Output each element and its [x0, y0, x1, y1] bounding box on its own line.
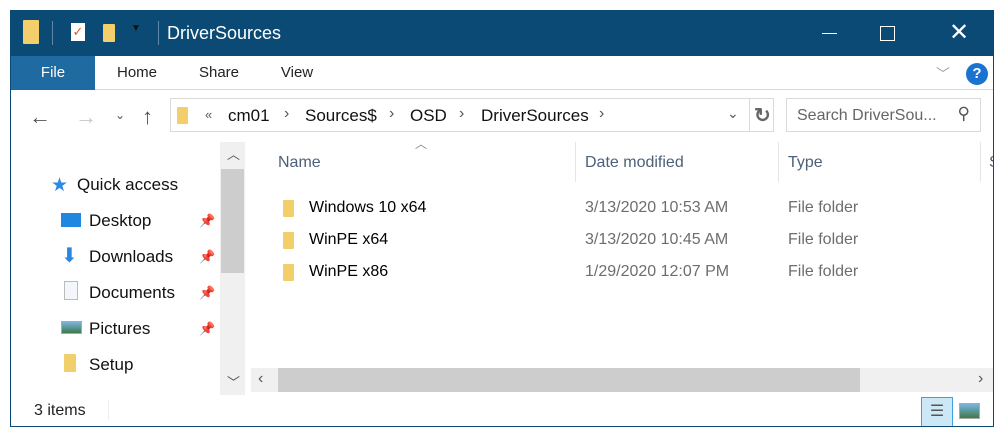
horizontal-scrollbar[interactable]: ‹ ›: [251, 368, 993, 392]
documents-icon: [64, 281, 78, 300]
sort-ascending-icon: ︿: [415, 137, 428, 151]
folder-icon: [177, 107, 188, 124]
file-date: 1/29/2020 12:07 PM: [585, 263, 730, 280]
item-count: 3 items: [34, 402, 86, 419]
folder-icon: [283, 232, 294, 249]
pin-icon[interactable]: 📌: [199, 249, 216, 264]
forward-button[interactable]: →: [75, 104, 97, 129]
file-name: WinPE x86: [309, 263, 389, 280]
title-bar: ✓ ▼ DriverSources ✕: [11, 11, 993, 56]
chevron-right-icon[interactable]: ›: [284, 105, 290, 122]
file-date: 3/13/2020 10:53 AM: [585, 199, 729, 216]
nav-desktop[interactable]: Desktop: [89, 211, 152, 230]
scroll-up-icon[interactable]: ︿: [227, 147, 241, 162]
up-button[interactable]: ↑: [142, 104, 153, 129]
recent-locations-icon[interactable]: ⌄: [115, 108, 126, 122]
file-type: File folder: [788, 231, 859, 248]
tab-share[interactable]: Share: [198, 64, 240, 81]
scroll-left-icon[interactable]: ‹: [258, 370, 264, 387]
divider: [52, 21, 53, 45]
scroll-thumb[interactable]: [221, 169, 244, 273]
nav-downloads[interactable]: Downloads: [89, 247, 174, 266]
divider[interactable]: [778, 142, 779, 182]
file-name: Windows 10 x64: [309, 199, 427, 216]
explorer-window: ✓ ▼ DriverSources ✕ File Home Share View…: [10, 10, 994, 427]
tab-file[interactable]: File: [11, 56, 95, 90]
column-type[interactable]: Type: [788, 154, 823, 171]
divider[interactable]: [980, 142, 981, 182]
ribbon: File Home Share View ﹀ ?: [11, 56, 993, 90]
divider: [108, 400, 109, 420]
search-icon: ⚲: [957, 104, 970, 123]
large-icons-view-button[interactable]: [959, 403, 980, 419]
scroll-thumb[interactable]: [278, 368, 860, 392]
details-view-button[interactable]: ☰: [921, 397, 953, 426]
column-date-modified[interactable]: Date modified: [585, 154, 684, 171]
overflow-icon[interactable]: «: [205, 107, 213, 122]
folder-icon: [283, 264, 294, 281]
column-size[interactable]: S: [989, 154, 993, 172]
file-row[interactable]: WinPE x86 1/29/2020 12:07 PM File folder: [279, 263, 979, 287]
chevron-right-icon[interactable]: ›: [459, 105, 465, 122]
maximize-button[interactable]: [880, 26, 895, 41]
divider[interactable]: [575, 142, 576, 182]
nav-quick-access[interactable]: Quick access: [77, 175, 179, 194]
nav-documents[interactable]: Documents: [89, 283, 175, 302]
window-title: DriverSources: [167, 23, 282, 43]
nav-pictures[interactable]: Pictures: [89, 319, 151, 338]
pin-icon[interactable]: 📌: [199, 321, 216, 336]
chevron-right-icon[interactable]: ›: [389, 105, 395, 122]
folder-icon: [64, 354, 76, 372]
crumb-cm01[interactable]: cm01: [228, 106, 270, 125]
folder-icon: [23, 20, 39, 44]
search-placeholder: Search DriverSou...: [797, 107, 937, 124]
file-date: 3/13/2020 10:45 AM: [585, 231, 729, 248]
minimize-button[interactable]: [822, 33, 837, 34]
file-row[interactable]: Windows 10 x64 3/13/2020 10:53 AM File f…: [279, 199, 979, 223]
scroll-down-icon[interactable]: ﹀: [227, 375, 241, 390]
desktop-icon: [61, 213, 81, 227]
new-folder-icon[interactable]: [103, 24, 115, 42]
folder-icon: [283, 200, 294, 217]
address-bar[interactable]: « cm01 › Sources$ › OSD › DriverSources …: [170, 98, 774, 132]
scroll-right-icon[interactable]: ›: [978, 370, 984, 387]
properties-icon[interactable]: ✓: [71, 23, 85, 41]
close-button[interactable]: ✕: [949, 19, 970, 46]
divider: [749, 99, 750, 131]
customize-toolbar-icon[interactable]: ▼: [131, 23, 141, 34]
file-type: File folder: [788, 263, 859, 280]
download-icon: ⬇: [61, 245, 78, 267]
tab-home[interactable]: Home: [116, 64, 157, 81]
quick-access-icon: ★: [51, 175, 69, 196]
refresh-icon[interactable]: ↻: [754, 105, 771, 127]
search-input[interactable]: Search DriverSou... ⚲: [786, 98, 981, 132]
file-type: File folder: [788, 199, 859, 216]
nav-scrollbar[interactable]: ︿ ﹀: [220, 142, 245, 395]
pin-icon[interactable]: 📌: [199, 285, 216, 300]
file-name: WinPE x64: [309, 231, 389, 248]
expand-ribbon-icon[interactable]: ﹀: [936, 66, 950, 82]
pictures-icon: [61, 321, 82, 334]
crumb-osd[interactable]: OSD: [410, 106, 447, 125]
nav-setup[interactable]: Setup: [89, 355, 134, 374]
file-row[interactable]: WinPE x64 3/13/2020 10:45 AM File folder: [279, 231, 979, 255]
crumb-sources[interactable]: Sources$: [305, 106, 377, 125]
pin-icon[interactable]: 📌: [199, 213, 216, 228]
tab-view[interactable]: View: [280, 64, 314, 81]
help-icon[interactable]: ?: [966, 63, 988, 85]
back-button[interactable]: ←: [29, 104, 51, 129]
crumb-driversources[interactable]: DriverSources: [481, 106, 589, 125]
column-name[interactable]: Name: [278, 154, 321, 171]
address-dropdown-icon[interactable]: ⌄: [727, 105, 739, 121]
chevron-right-icon[interactable]: ›: [599, 105, 605, 122]
divider: [158, 21, 159, 45]
